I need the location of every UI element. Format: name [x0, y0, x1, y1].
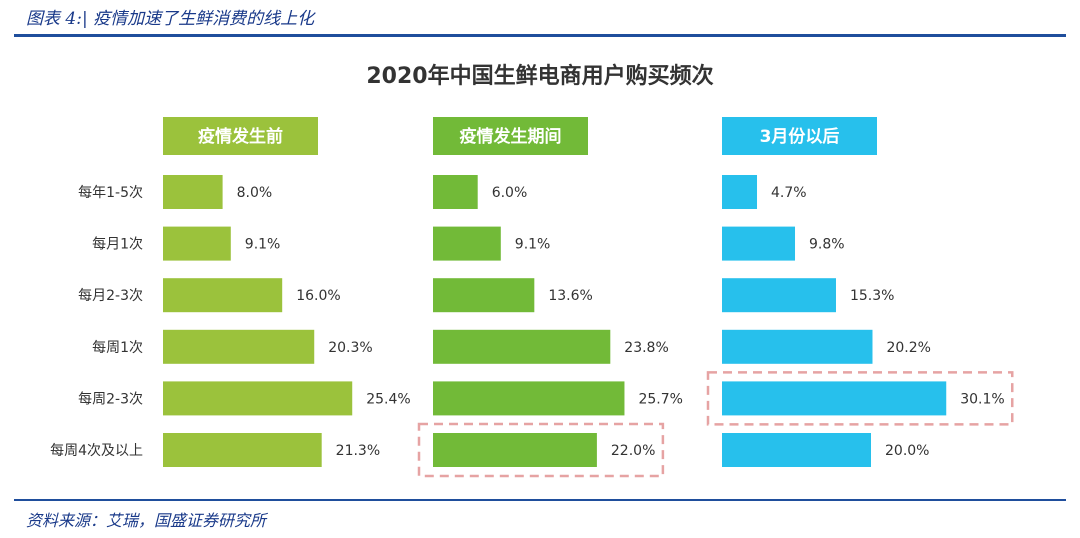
series-header-box — [433, 117, 588, 155]
bar-value-label: 25.7% — [638, 391, 682, 407]
highlight-frame — [417, 422, 665, 478]
bar — [163, 226, 231, 261]
bar — [163, 329, 315, 364]
bar-value-label: 13.6% — [548, 288, 592, 304]
series-header-label: 3月份以后 — [760, 126, 840, 147]
bar — [163, 433, 322, 467]
bar-value-label: 21.3% — [336, 443, 380, 459]
chart-title: 2020年中国生鲜电商用户购买频次 — [366, 64, 714, 89]
bar-value-label: 8.0% — [237, 185, 273, 201]
bar-value-label: 25.4% — [366, 391, 410, 407]
category-label: 每年1-5次 — [78, 185, 143, 201]
bar-value-label: 20.3% — [328, 340, 372, 356]
bar — [433, 329, 611, 364]
bar-value-label: 16.0% — [296, 288, 340, 304]
bar — [163, 175, 223, 209]
bar — [163, 381, 353, 416]
bar — [163, 278, 283, 313]
highlight-frame — [706, 371, 1014, 426]
bar-value-label: 30.1% — [960, 391, 1004, 407]
bar — [433, 175, 478, 209]
bar — [722, 278, 836, 313]
bar — [722, 175, 758, 209]
category-label: 每周4次及以上 — [50, 443, 143, 459]
bar-value-label: 23.8% — [624, 340, 668, 356]
bottom-divider — [14, 499, 1066, 501]
bar-value-label: 9.1% — [245, 237, 281, 253]
bar — [722, 226, 796, 261]
source-note: 资料来源：艾瑞，国盛证券研究所 — [26, 511, 267, 530]
bar — [433, 381, 625, 416]
bar — [722, 433, 871, 467]
bar — [433, 433, 597, 467]
bar-value-label: 6.0% — [492, 185, 528, 201]
series-header-box — [722, 117, 877, 155]
bar-value-label: 9.1% — [515, 237, 551, 253]
bar — [433, 278, 535, 313]
bar-value-label: 15.3% — [850, 288, 894, 304]
category-label: 每周1次 — [92, 340, 143, 356]
figure-caption: 图表 4:| 疫情加速了生鲜消费的线上化 — [26, 9, 315, 29]
category-label: 每周2-3次 — [78, 391, 143, 407]
bar-value-label: 20.0% — [885, 443, 929, 459]
bar — [433, 226, 501, 261]
series-header-box — [163, 117, 318, 155]
bar — [722, 329, 873, 364]
bar-value-label: 4.7% — [771, 185, 807, 201]
bar-value-label: 9.8% — [809, 237, 845, 253]
top-divider — [14, 34, 1066, 37]
bar-value-label: 22.0% — [611, 443, 655, 459]
series-header-label: 疫情发生前 — [198, 126, 283, 147]
category-label: 每月1次 — [92, 237, 143, 253]
bar — [722, 381, 947, 416]
category-label: 每月2-3次 — [78, 288, 143, 304]
bar-value-label: 20.2% — [886, 340, 930, 356]
series-header-label: 疫情发生期间 — [460, 126, 562, 147]
